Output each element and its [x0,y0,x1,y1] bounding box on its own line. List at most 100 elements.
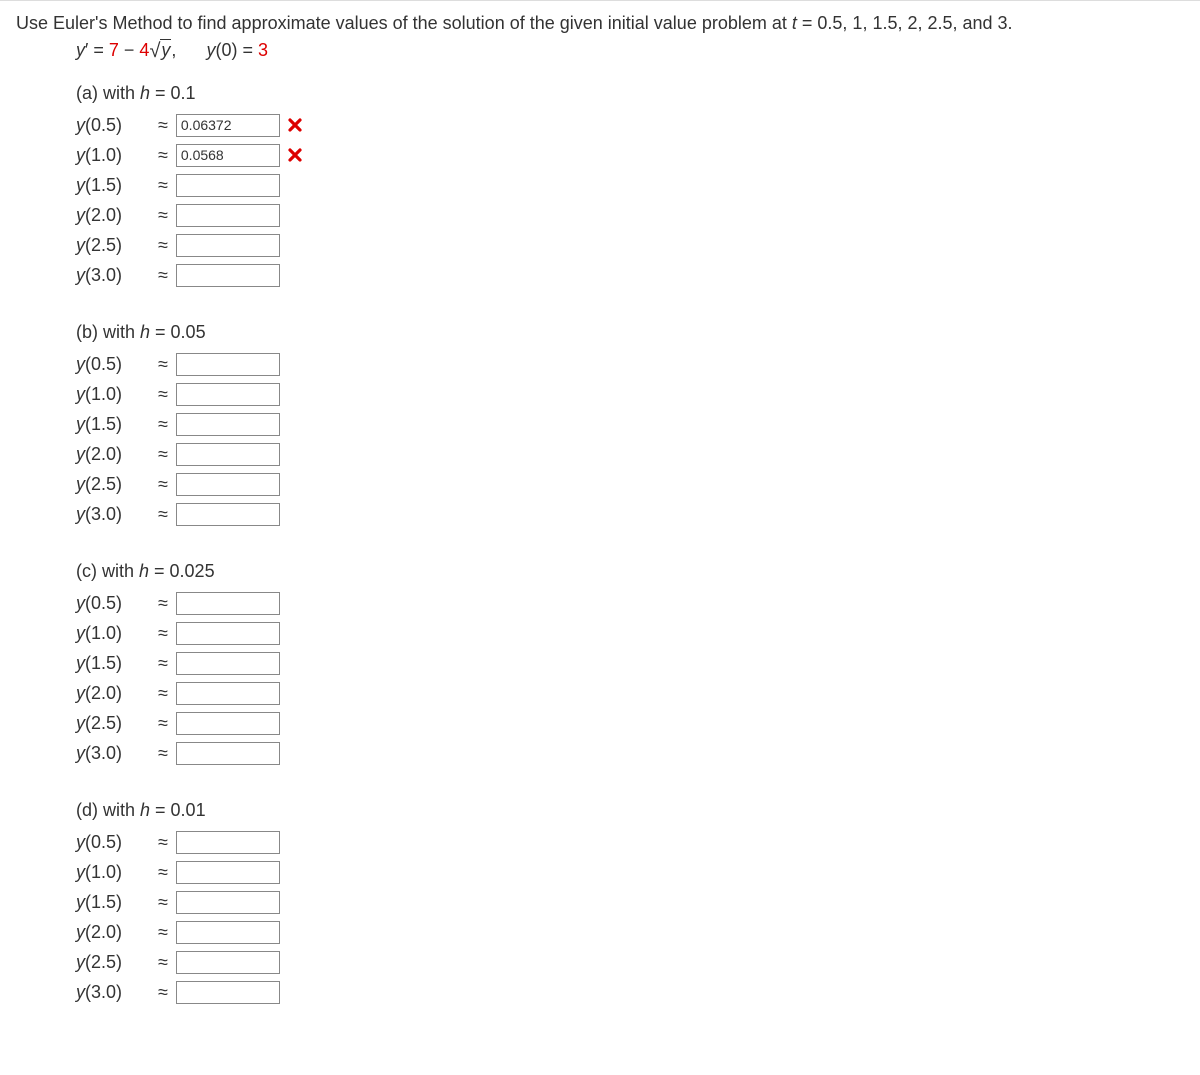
answer-input[interactable] [176,682,280,705]
approx-symbol: ≈ [156,713,170,734]
label-y: y [76,743,85,763]
answer-row: y(3.0) ≈ [76,260,1184,290]
eq-coef1: 7 [109,40,119,60]
approx-symbol: ≈ [156,414,170,435]
row-label: y(2.0) [76,683,150,704]
label-y: y [76,354,85,374]
answer-input[interactable] [176,204,280,227]
label-y: y [76,504,85,524]
answer-input[interactable] [176,353,280,376]
section-header: (d) with h = 0.01 [76,800,1184,821]
answer-input[interactable] [176,831,280,854]
section-header: (c) with h = 0.025 [76,561,1184,582]
prompt-text: Use Euler's Method to find approximate v… [16,13,1184,34]
answer-input[interactable] [176,652,280,675]
answer-input[interactable] [176,592,280,615]
approx-symbol: ≈ [156,982,170,1003]
label-arg: (1.5) [85,414,122,434]
row-label: y(1.0) [76,145,150,166]
approx-symbol: ≈ [156,474,170,495]
answer-row: y(2.5)≈ [76,708,1184,738]
answer-row: y(2.5)≈ [76,230,1184,260]
approx-symbol: ≈ [156,205,170,226]
eq-radicand: y [160,39,171,60]
answer-input[interactable] [176,891,280,914]
answer-input[interactable] [176,861,280,884]
radical-icon: √ [149,40,160,62]
approx-symbol: ≈ [156,743,170,764]
label-arg: (2.0) [85,205,122,225]
label-y: y [76,145,85,165]
row-label: y(3.0) [76,265,150,286]
row-label: y(3.0) [76,743,150,764]
answer-input[interactable] [176,234,280,257]
question-container: Use Euler's Method to find approximate v… [0,0,1200,1059]
label-y: y [76,205,85,225]
label-y: y [76,952,85,972]
label-arg: (1.5) [85,175,122,195]
answer-row: y(2.5) ≈ [76,469,1184,499]
sqrt-expr: √y [149,40,171,63]
label-arg: (3.0) [85,504,122,524]
answer-input[interactable] [176,473,280,496]
ic-paren: (0) = [215,40,258,60]
answer-input[interactable] [176,114,280,137]
approx-symbol: ≈ [156,504,170,525]
label-arg: (2.0) [85,444,122,464]
section-header-post: = 0.1 [150,83,196,103]
label-y: y [76,623,85,643]
prompt-pre: Use Euler's Method to find approximate v… [16,13,792,33]
eq-prime-eq: ′ = [85,40,109,60]
label-y: y [76,653,85,673]
row-label: y(2.0) [76,922,150,943]
answer-input[interactable] [176,383,280,406]
section-header-post: = 0.05 [150,322,206,342]
approx-symbol: ≈ [156,384,170,405]
answer-row: y(2.0)≈ [76,439,1184,469]
label-arg: (2.0) [85,922,122,942]
label-y: y [76,862,85,882]
answer-input[interactable] [176,503,280,526]
eq-minus: − [119,40,140,60]
section-header: (a) with h = 0.1 [76,83,1184,104]
label-y: y [76,713,85,733]
ic-val: 3 [258,40,268,60]
section-c: (c) with h = 0.025y(0.5)≈y(1.0)≈y(1.5)≈y… [16,561,1184,768]
section-header-pre: (d) with [76,800,140,820]
eq-y: y [76,40,85,60]
answer-input[interactable] [176,981,280,1004]
approx-symbol: ≈ [156,265,170,286]
approx-symbol: ≈ [156,175,170,196]
equation: y′ = 7 − 4√y, y(0) = 3 [16,40,1184,63]
answer-input[interactable] [176,144,280,167]
label-y: y [76,235,85,255]
row-label: y(0.5) [76,593,150,614]
approx-symbol: ≈ [156,115,170,136]
answer-input[interactable] [176,413,280,436]
label-y: y [76,414,85,434]
approx-symbol: ≈ [156,952,170,973]
label-y: y [76,892,85,912]
label-arg: (2.5) [85,474,122,494]
row-label: y(2.5) [76,474,150,495]
answer-input[interactable] [176,443,280,466]
row-label: y(1.5) [76,414,150,435]
eq-comma: , [171,40,176,60]
answer-row: y(3.0) ≈ [76,499,1184,529]
answer-input[interactable] [176,264,280,287]
label-y: y [76,683,85,703]
approx-symbol: ≈ [156,235,170,256]
answer-input[interactable] [176,951,280,974]
label-arg: (0.5) [85,115,122,135]
answer-input[interactable] [176,712,280,735]
label-arg: (3.0) [85,982,122,1002]
answer-input[interactable] [176,742,280,765]
wrong-icon [286,146,304,164]
answer-input[interactable] [176,174,280,197]
answer-input[interactable] [176,921,280,944]
approx-symbol: ≈ [156,623,170,644]
label-y: y [76,444,85,464]
answer-input[interactable] [176,622,280,645]
approx-symbol: ≈ [156,832,170,853]
label-y: y [76,982,85,1002]
